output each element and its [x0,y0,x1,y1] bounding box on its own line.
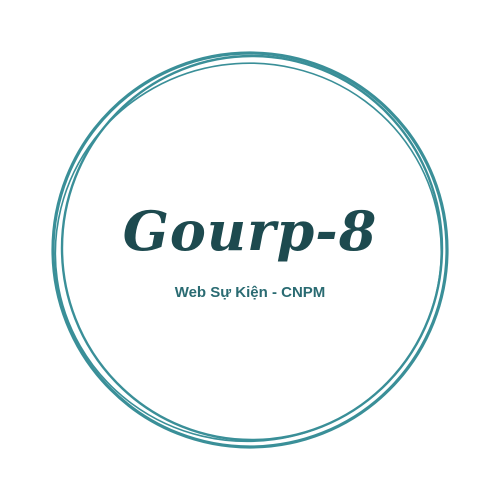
ring-stroke-sketch [54,62,443,443]
logo-title: Gourp-8 [122,199,378,263]
ring-stroke-outer [51,51,449,449]
logo-subtitle: Web Sự Kiện - CNPM [174,284,326,301]
